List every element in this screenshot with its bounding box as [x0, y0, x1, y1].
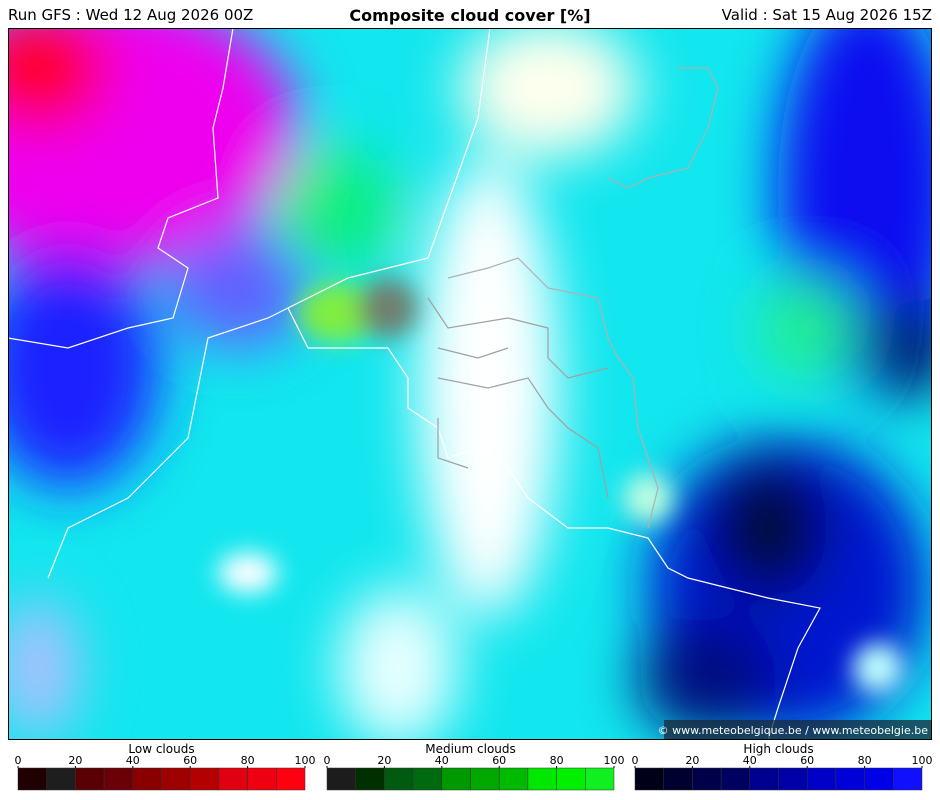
legend-title: Medium clouds: [425, 742, 516, 756]
legend-swatch: [663, 767, 693, 791]
cloud-field: [8, 28, 932, 740]
legend-swatch: [692, 767, 722, 791]
legend-tick-label: 40: [435, 754, 449, 767]
legend-swatch: [355, 767, 385, 791]
legend-tick-label: 0: [324, 754, 331, 767]
legend-tick-label: 60: [492, 754, 506, 767]
legend-tick-label: 40: [126, 754, 140, 767]
legend-tick-label: 20: [68, 754, 82, 767]
legend-swatch: [835, 767, 865, 791]
legend-swatch: [161, 767, 191, 791]
legend-swatch: [749, 767, 779, 791]
legend-title: High clouds: [743, 742, 813, 756]
run-info: Run GFS : Wed 12 Aug 2026 00Z: [8, 6, 254, 24]
legend-swatch: [132, 767, 162, 791]
legend-tick-label: 40: [743, 754, 757, 767]
legend-swatch: [498, 767, 529, 791]
legend-tick-label: 80: [858, 754, 872, 767]
legend-swatch: [218, 767, 248, 791]
legend-swatch: [864, 767, 894, 791]
legend-tick-label: 100: [604, 754, 625, 767]
legend-swatch: [720, 767, 751, 791]
legend-swatch: [276, 767, 306, 791]
legend-swatch: [412, 767, 443, 791]
legend-swatch: [247, 767, 277, 791]
legend-swatch: [441, 767, 471, 791]
legend-swatch: [806, 767, 837, 791]
legend-swatch: [384, 767, 414, 791]
legend-swatch: [585, 767, 615, 791]
legend-tick-label: 20: [685, 754, 699, 767]
legend-swatch: [103, 767, 134, 791]
legend-title: Low clouds: [128, 742, 194, 756]
credit: © www.meteobelgique.be / www.meteobelgie…: [658, 724, 929, 737]
map-title: Composite cloud cover [%]: [349, 6, 591, 25]
map: © www.meteobelgique.be / www.meteobelgie…: [8, 28, 932, 740]
legend-swatch: [778, 767, 808, 791]
valid-info: Valid : Sat 15 Aug 2026 15Z: [721, 6, 932, 24]
legend-swatch: [556, 767, 586, 791]
legend-tick-label: 60: [800, 754, 814, 767]
legend-swatch: [189, 767, 220, 791]
borders: [8, 28, 821, 740]
legend-swatch: [527, 767, 557, 791]
legend-tick-label: 100: [912, 754, 933, 767]
legend-tick-label: 20: [377, 754, 391, 767]
legend-swatch: [46, 767, 76, 791]
legend-swatch: [75, 767, 105, 791]
legend-tick-label: 100: [295, 754, 316, 767]
legends: Low clouds 0 20 40 60 80 100 Medium clouds 0 20 40…: [15, 742, 933, 791]
legend-swatch: [326, 767, 356, 791]
legend-swatch: [17, 767, 47, 791]
legend-tick-label: 80: [550, 754, 564, 767]
legend-swatch: [634, 767, 664, 791]
legend-swatch: [470, 767, 500, 791]
legend-swatch: [893, 767, 923, 791]
legend-tick-label: 0: [15, 754, 22, 767]
legend-tick-label: 80: [241, 754, 255, 767]
legend-tick-label: 0: [632, 754, 639, 767]
legend-tick-label: 60: [183, 754, 197, 767]
